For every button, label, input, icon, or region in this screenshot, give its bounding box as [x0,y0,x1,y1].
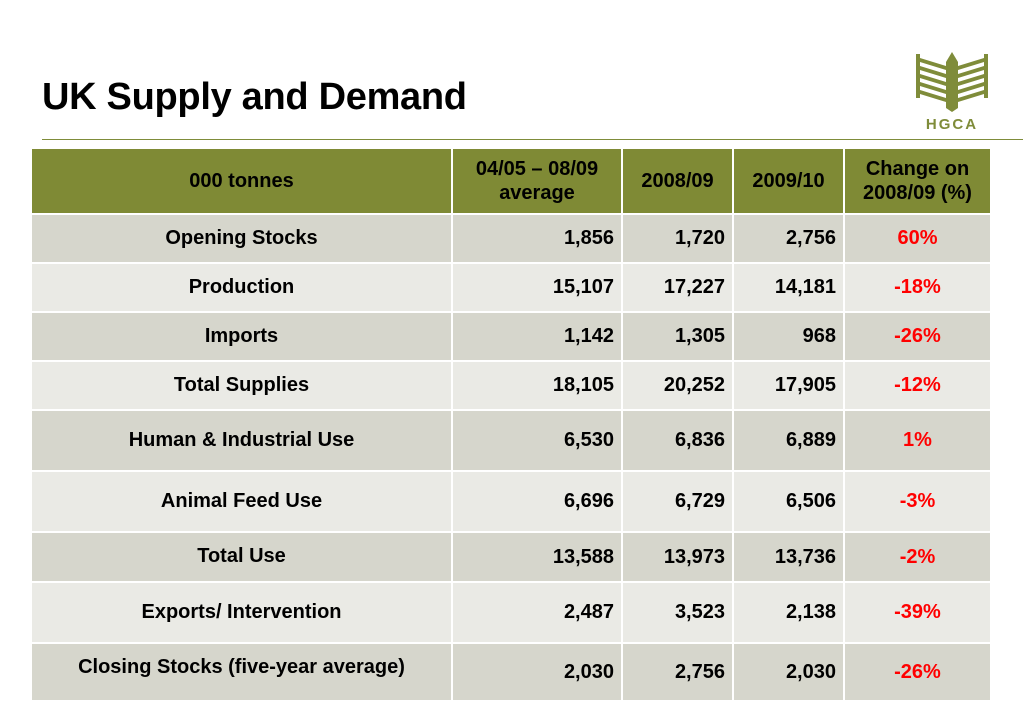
table-row: Production 15,107 17,227 14,181 -18% [32,263,992,313]
cell-average: 13,588 [452,532,623,583]
cell-average: 2,030 [452,643,623,702]
row-label: Production [32,263,453,313]
cell-2008-09: 3,523 [622,582,734,644]
row-label: Total Use [32,532,453,583]
header-units: 000 tonnes [32,149,453,215]
cell-2009-10: 13,736 [733,532,845,583]
cell-2009-10: 14,181 [733,263,845,313]
cell-average: 1,142 [452,312,623,362]
table-row: Total Use 13,588 13,973 13,736 -2% [32,532,992,583]
cell-2008-09: 20,252 [622,361,734,411]
table-header-row: 000 tonnes 04/05 – 08/09 average 2008/09… [32,149,992,215]
cell-2008-09: 13,973 [622,532,734,583]
row-label: Exports/ Intervention [32,582,453,644]
header-average: 04/05 – 08/09 average [452,149,623,215]
cell-change: -26% [844,312,992,362]
header-change: Change on 2008/09 (%) [844,149,992,215]
cell-change: -39% [844,582,992,644]
cell-change: -26% [844,643,992,702]
table-row: Opening Stocks 1,856 1,720 2,756 60% [32,214,992,264]
cell-change: -2% [844,532,992,583]
cell-2009-10: 6,889 [733,410,845,472]
table-row: Closing Stocks (five-year average) 2,030… [32,643,992,702]
title-divider [42,139,1023,140]
cell-average: 6,530 [452,410,623,472]
supply-demand-table: 000 tonnes 04/05 – 08/09 average 2008/09… [32,149,992,702]
wheat-sheaf-icon [916,52,988,112]
table-row: Exports/ Intervention 2,487 3,523 2,138 … [32,582,992,644]
slide-title: UK Supply and Demand [42,76,467,118]
logo-wordmark: HGCA [925,116,979,133]
cell-average: 2,487 [452,582,623,644]
row-label: Imports [32,312,453,362]
cell-2009-10: 6,506 [733,471,845,533]
table-row: Imports 1,142 1,305 968 -26% [32,312,992,362]
table-row: Human & Industrial Use 6,530 6,836 6,889… [32,410,992,472]
row-label: Human & Industrial Use [32,410,453,472]
row-label: Animal Feed Use [32,471,453,533]
table-row: Total Supplies 18,105 20,252 17,905 -12% [32,361,992,411]
cell-change: -12% [844,361,992,411]
cell-2009-10: 968 [733,312,845,362]
row-label: Closing Stocks (five-year average) [32,643,453,702]
cell-2008-09: 1,720 [622,214,734,264]
cell-2009-10: 2,138 [733,582,845,644]
table-row: Animal Feed Use 6,696 6,729 6,506 -3% [32,471,992,533]
cell-2009-10: 2,030 [733,643,845,702]
cell-average: 18,105 [452,361,623,411]
cell-change: -18% [844,263,992,313]
cell-average: 15,107 [452,263,623,313]
cell-change: 1% [844,410,992,472]
cell-2008-09: 17,227 [622,263,734,313]
row-label: Total Supplies [32,361,453,411]
cell-2008-09: 2,756 [622,643,734,702]
cell-2008-09: 1,305 [622,312,734,362]
cell-2009-10: 2,756 [733,214,845,264]
header-2009-10: 2009/10 [733,149,845,215]
header-2008-09: 2008/09 [622,149,734,215]
cell-average: 6,696 [452,471,623,533]
cell-change: 60% [844,214,992,264]
cell-2009-10: 17,905 [733,361,845,411]
cell-2008-09: 6,836 [622,410,734,472]
cell-2008-09: 6,729 [622,471,734,533]
hgca-logo: HGCA [914,48,990,138]
row-label: Opening Stocks [32,214,453,264]
cell-change: -3% [844,471,992,533]
cell-average: 1,856 [452,214,623,264]
